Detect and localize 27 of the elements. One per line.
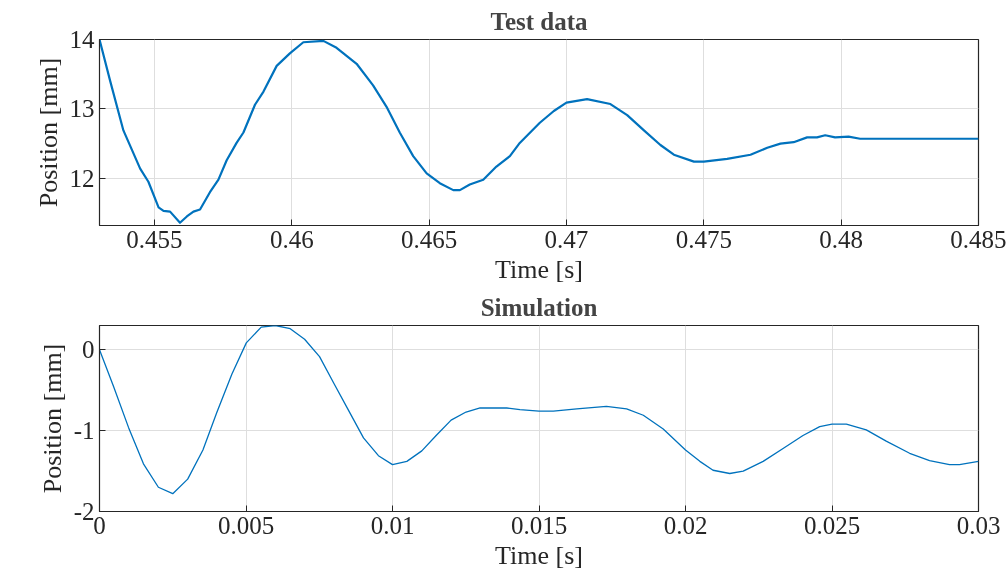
- y-tick-label: 14: [69, 26, 95, 53]
- x-tick-label: 0.005: [217, 511, 275, 539]
- chart-title: Simulation: [480, 293, 598, 321]
- y-tick-label: -1: [73, 417, 95, 445]
- x-tick-label: 0.47: [544, 225, 589, 253]
- y-tick-label: 12: [69, 164, 95, 192]
- x-tick-label: 0.46: [269, 225, 314, 253]
- x-tick-label: 0.03: [956, 511, 1001, 539]
- chart-title: Test data: [490, 7, 588, 35]
- x-tick-label: 0.455: [126, 225, 183, 253]
- x-tick-label: 0.015: [510, 511, 568, 539]
- x-tick-label: 0.48: [819, 225, 864, 253]
- y-tick-label: 13: [69, 95, 95, 123]
- x-tick-label: 0.475: [675, 225, 732, 253]
- x-axis-title: Time [s]: [495, 254, 583, 284]
- line-series: [99, 39, 979, 224]
- y-tick-label: 0: [82, 336, 95, 364]
- line-series: [99, 325, 979, 495]
- x-tick-label: 0.01: [370, 511, 415, 539]
- x-axis-title: Time [s]: [495, 540, 583, 570]
- x-tick-label: 0.465: [401, 225, 458, 253]
- y-tick-label: -2: [73, 498, 95, 525]
- x-tick-label: 0.025: [803, 511, 861, 539]
- x-tick-label: 0.02: [663, 511, 708, 539]
- y-axis-title: Position [mm]: [33, 57, 63, 208]
- x-tick-label: 0.485: [950, 225, 1006, 253]
- y-axis-title: Position [mm]: [37, 343, 67, 494]
